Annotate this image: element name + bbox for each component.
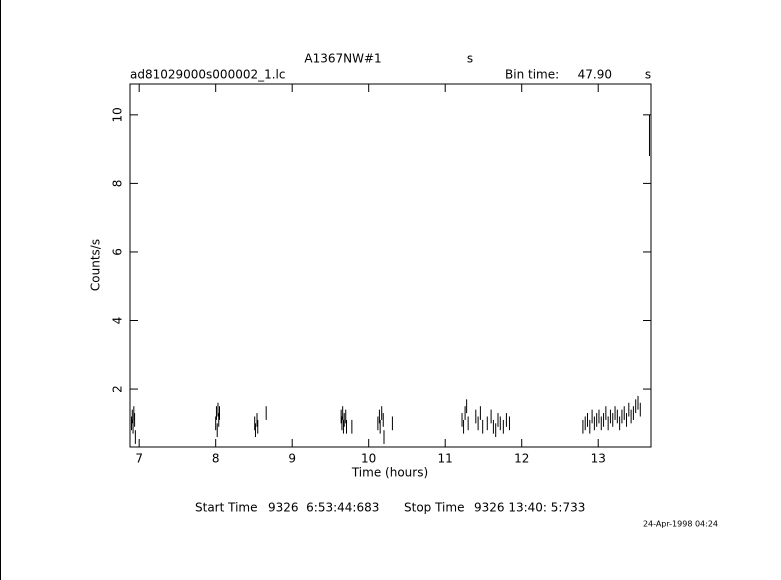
x-tick-label: 9	[288, 452, 296, 466]
stop-label: Stop Time	[404, 501, 464, 515]
x-tick-label: 7	[135, 452, 143, 466]
title-unit: s	[467, 52, 473, 66]
y-tick-label: 2	[111, 385, 125, 393]
plot-date: 24-Apr-1998 04:24	[643, 520, 718, 529]
start-label: Start Time	[195, 501, 258, 515]
y-tick-label: 8	[111, 180, 125, 188]
x-tick-label: 8	[212, 452, 220, 466]
plot-frame	[129, 83, 652, 448]
x-tick-label: 13	[591, 452, 606, 466]
y-tick-label: 4	[111, 317, 125, 325]
data-layer	[131, 114, 650, 444]
file-name: ad81029000s000002_1.lc	[130, 68, 286, 82]
x-tick-label: 10	[361, 452, 376, 466]
start-value: 9326 6:53:44:683	[268, 501, 379, 515]
bin-unit: s	[645, 68, 651, 82]
bin-label: Bin time:	[505, 68, 559, 82]
y-axis-label: Counts/s	[89, 239, 103, 291]
y-tick-label: 6	[111, 248, 125, 256]
x-axis-label: Time (hours)	[351, 466, 428, 480]
x-tick-label: 12	[514, 452, 529, 466]
chart-title: A1367NW#1	[304, 52, 381, 66]
stop-value: 9326 13:40: 5:733	[474, 501, 585, 515]
x-tick-label: 11	[438, 452, 453, 466]
bin-value: 47.90	[578, 68, 612, 82]
y-tick-label: 10	[111, 107, 125, 122]
